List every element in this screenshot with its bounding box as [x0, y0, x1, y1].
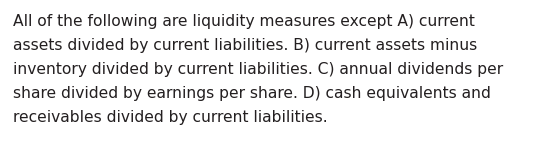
Text: share divided by earnings per share. D) cash equivalents and: share divided by earnings per share. D) … [13, 86, 491, 101]
Text: All of the following are liquidity measures except A) current: All of the following are liquidity measu… [13, 14, 475, 29]
Text: receivables divided by current liabilities.: receivables divided by current liabiliti… [13, 110, 328, 125]
Text: assets divided by current liabilities. B) current assets minus: assets divided by current liabilities. B… [13, 38, 477, 53]
Text: inventory divided by current liabilities. C) annual dividends per: inventory divided by current liabilities… [13, 62, 503, 77]
